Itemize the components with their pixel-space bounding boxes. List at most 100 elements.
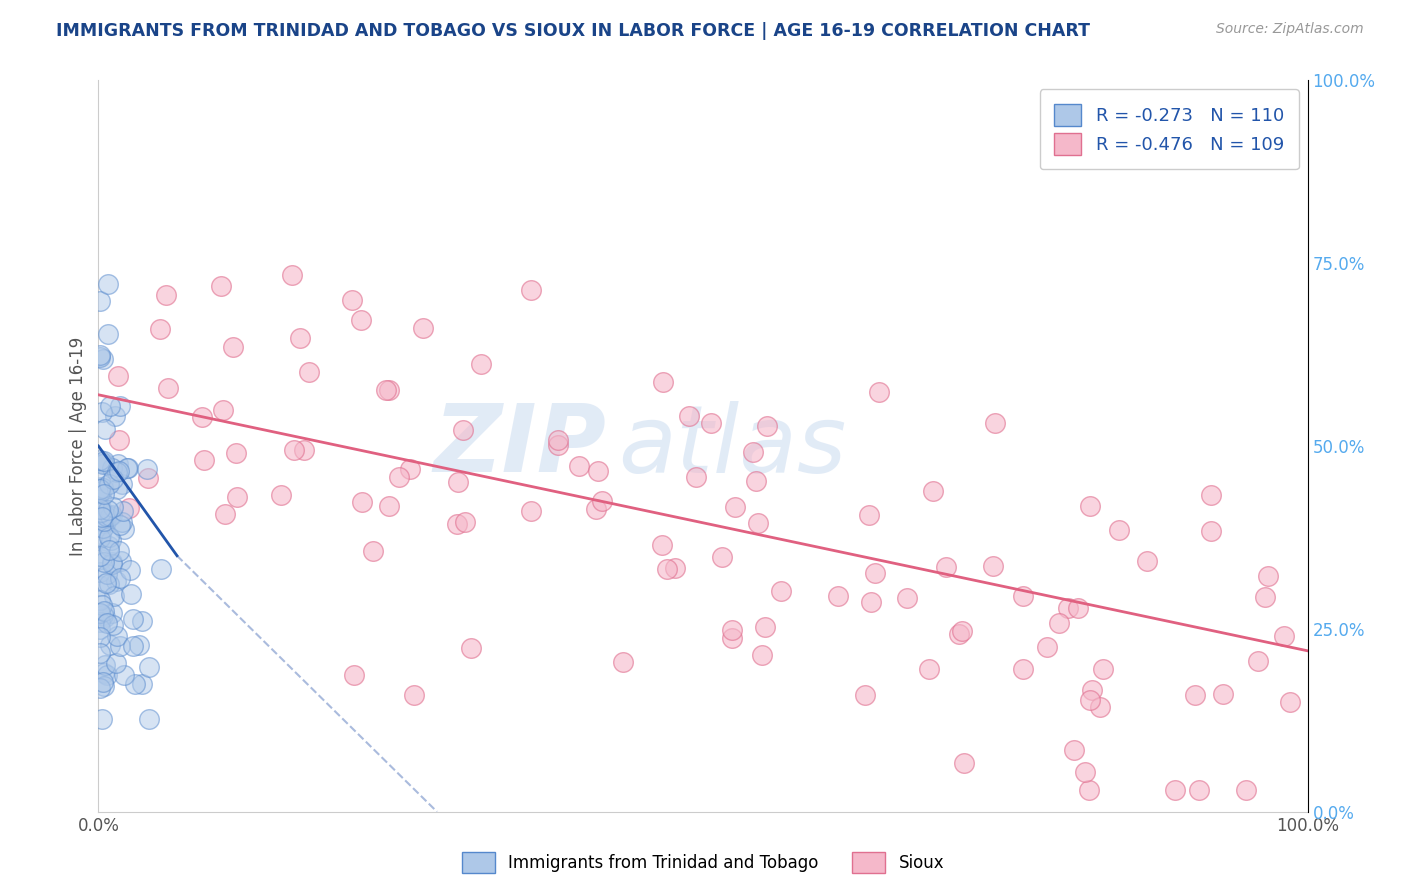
Immigrants from Trinidad and Tobago <box>98 638 121 652</box>
Immigrants from Trinidad and Tobago <box>105 482 128 496</box>
Sioux <box>711 549 734 564</box>
Sioux <box>547 433 569 447</box>
Immigrants from Trinidad and Tobago <box>90 491 112 505</box>
Immigrants from Trinidad and Tobago <box>136 462 159 476</box>
Immigrants from Trinidad and Tobago <box>90 598 112 612</box>
Sioux <box>953 756 976 770</box>
Sioux <box>520 283 543 297</box>
Immigrants from Trinidad and Tobago <box>108 518 131 533</box>
Immigrants from Trinidad and Tobago <box>112 667 135 681</box>
Sioux <box>1012 662 1035 676</box>
Sioux <box>149 322 172 336</box>
Immigrants from Trinidad and Tobago <box>117 461 139 475</box>
Immigrants from Trinidad and Tobago <box>100 461 122 475</box>
Sioux <box>1077 782 1099 797</box>
Sioux <box>1278 696 1301 710</box>
Immigrants from Trinidad and Tobago <box>124 677 146 691</box>
Sioux <box>107 433 129 447</box>
Immigrants from Trinidad and Tobago <box>90 505 112 519</box>
Sioux <box>1078 499 1101 513</box>
Sioux <box>214 507 236 521</box>
Sioux <box>921 484 943 499</box>
Sioux <box>350 313 373 327</box>
Sioux <box>896 591 918 605</box>
Immigrants from Trinidad and Tobago <box>90 500 112 515</box>
Immigrants from Trinidad and Tobago <box>91 509 114 524</box>
Immigrants from Trinidad and Tobago <box>90 529 112 543</box>
Sioux <box>222 340 245 354</box>
Sioux <box>827 589 849 603</box>
Sioux <box>769 584 792 599</box>
Immigrants from Trinidad and Tobago <box>89 518 111 533</box>
Sioux <box>451 423 474 437</box>
Immigrants from Trinidad and Tobago <box>104 409 127 423</box>
Sioux <box>588 464 610 478</box>
Sioux <box>863 566 886 581</box>
Immigrants from Trinidad and Tobago <box>98 576 121 591</box>
Immigrants from Trinidad and Tobago <box>128 638 150 652</box>
Immigrants from Trinidad and Tobago <box>101 617 124 632</box>
Immigrants from Trinidad and Tobago <box>94 610 117 624</box>
Text: Source: ZipAtlas.com: Source: ZipAtlas.com <box>1216 22 1364 37</box>
Immigrants from Trinidad and Tobago <box>89 607 111 621</box>
Immigrants from Trinidad and Tobago <box>93 679 115 693</box>
Immigrants from Trinidad and Tobago <box>96 510 118 524</box>
Sioux <box>470 357 492 371</box>
Sioux <box>283 442 305 457</box>
Immigrants from Trinidad and Tobago <box>89 622 111 636</box>
Immigrants from Trinidad and Tobago <box>111 515 134 529</box>
Sioux <box>1188 782 1211 797</box>
Immigrants from Trinidad and Tobago <box>93 454 115 468</box>
Sioux <box>612 655 634 669</box>
Immigrants from Trinidad and Tobago <box>101 555 124 569</box>
Immigrants from Trinidad and Tobago <box>94 658 117 673</box>
Sioux <box>950 624 973 639</box>
Sioux <box>1201 488 1223 502</box>
Immigrants from Trinidad and Tobago <box>94 508 117 523</box>
Sioux <box>298 365 321 379</box>
Immigrants from Trinidad and Tobago <box>89 293 111 308</box>
Immigrants from Trinidad and Tobago <box>90 579 112 593</box>
Immigrants from Trinidad and Tobago <box>89 531 111 545</box>
Immigrants from Trinidad and Tobago <box>90 551 112 566</box>
Immigrants from Trinidad and Tobago <box>90 484 112 499</box>
Sioux <box>1247 654 1270 668</box>
Immigrants from Trinidad and Tobago <box>103 589 125 603</box>
Sioux <box>1011 589 1033 603</box>
Immigrants from Trinidad and Tobago <box>96 566 118 581</box>
Sioux <box>744 474 766 488</box>
Immigrants from Trinidad and Tobago <box>111 504 134 518</box>
Sioux <box>754 620 776 634</box>
Immigrants from Trinidad and Tobago <box>89 351 111 365</box>
Immigrants from Trinidad and Tobago <box>120 587 142 601</box>
Immigrants from Trinidad and Tobago <box>98 477 121 491</box>
Immigrants from Trinidad and Tobago <box>93 666 115 681</box>
Immigrants from Trinidad and Tobago <box>122 612 145 626</box>
Sioux <box>453 515 475 529</box>
Immigrants from Trinidad and Tobago <box>122 639 145 653</box>
Sioux <box>723 500 745 514</box>
Immigrants from Trinidad and Tobago <box>110 554 132 568</box>
Immigrants from Trinidad and Tobago <box>112 522 135 536</box>
Sioux <box>447 475 470 489</box>
Immigrants from Trinidad and Tobago <box>131 614 153 628</box>
Sioux <box>1080 683 1102 698</box>
Sioux <box>1108 523 1130 537</box>
Sioux <box>685 470 707 484</box>
Sioux <box>585 501 607 516</box>
Immigrants from Trinidad and Tobago <box>105 465 128 479</box>
Immigrants from Trinidad and Tobago <box>101 558 124 572</box>
Immigrants from Trinidad and Tobago <box>89 615 111 629</box>
Sioux <box>1234 782 1257 797</box>
Sioux <box>678 409 700 423</box>
Immigrants from Trinidad and Tobago <box>105 657 128 671</box>
Sioux <box>404 688 426 702</box>
Immigrants from Trinidad and Tobago <box>97 502 120 516</box>
Immigrants from Trinidad and Tobago <box>90 480 112 494</box>
Immigrants from Trinidad and Tobago <box>117 461 139 475</box>
Text: atlas: atlas <box>619 401 846 491</box>
Immigrants from Trinidad and Tobago <box>111 477 134 491</box>
Sioux <box>858 508 880 523</box>
Sioux <box>446 517 468 532</box>
Immigrants from Trinidad and Tobago <box>89 630 111 644</box>
